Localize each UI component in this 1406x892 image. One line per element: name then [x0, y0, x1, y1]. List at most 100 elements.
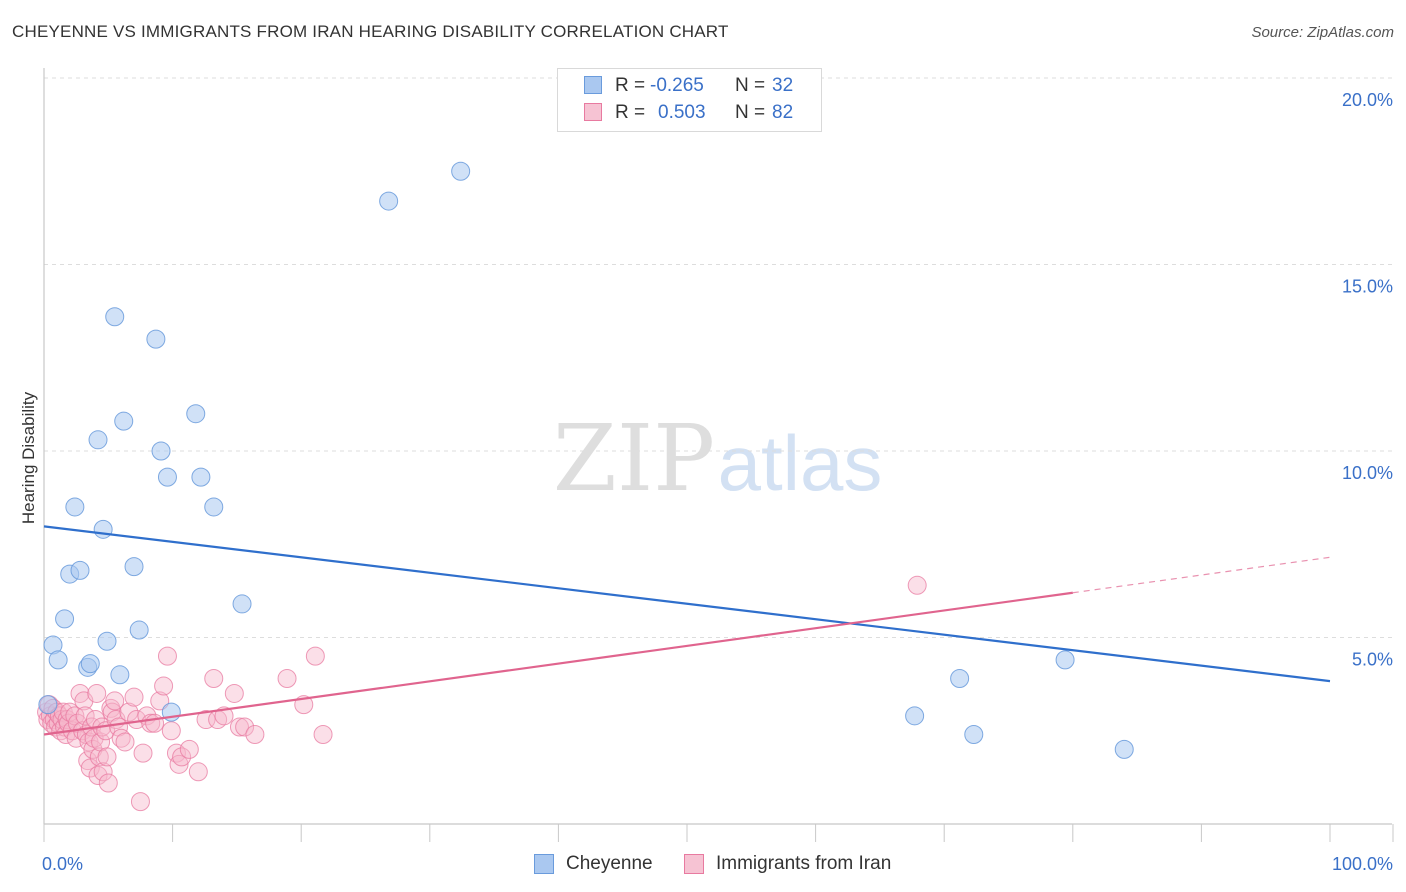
legend-r-value: 0.503: [658, 102, 706, 123]
point-iran: [313, 724, 333, 744]
legend-r-value: -0.265: [650, 75, 704, 96]
grid-lines: [44, 77, 1392, 638]
point-iran: [196, 710, 216, 730]
point-iran: [204, 669, 224, 689]
point-cheyenne: [38, 695, 58, 715]
point-iran: [60, 702, 80, 722]
legend-n-value: 82: [772, 102, 794, 123]
legend-n-label: N =: [735, 75, 766, 96]
legend-label-iran: Immigrants from Iran: [716, 853, 892, 874]
point-iran: [907, 575, 927, 595]
legend-swatch-pink: [584, 103, 602, 121]
point-iran: [84, 728, 104, 748]
y-tick-label: 20.0%: [1342, 90, 1393, 110]
point-cheyenne: [151, 441, 171, 461]
tick-labels: 5.0% 10.0% 15.0% 20.0% 0.0% 100.0%: [42, 90, 1393, 874]
point-cheyenne: [186, 404, 206, 424]
point-cheyenne: [204, 497, 224, 517]
trend-line-iran: [43, 591, 1073, 736]
point-cheyenne: [191, 467, 211, 487]
point-iran: [111, 728, 131, 748]
point-iran: [65, 706, 85, 726]
point-iran: [277, 669, 297, 689]
legend-n-label: N =: [735, 102, 766, 123]
point-cheyenne: [114, 411, 134, 431]
point-iran: [119, 702, 139, 722]
point-cheyenne: [1055, 650, 1075, 670]
point-cheyenne: [48, 650, 68, 670]
point-iran: [188, 762, 208, 782]
point-cheyenne: [905, 706, 925, 726]
point-iran: [98, 773, 118, 793]
point-cheyenne: [950, 669, 970, 689]
legend-swatch-iran: [684, 854, 704, 874]
point-iran: [169, 754, 189, 774]
point-cheyenne: [146, 329, 166, 349]
chart-title: CHEYENNE VS IMMIGRANTS FROM IRAN HEARING…: [12, 22, 729, 41]
point-cheyenne: [124, 557, 144, 577]
point-iran: [305, 646, 325, 666]
point-cheyenne: [93, 519, 113, 539]
point-cheyenne: [80, 654, 100, 674]
point-iran: [157, 646, 177, 666]
point-iran: [115, 732, 135, 752]
point-cheyenne: [70, 560, 90, 580]
point-cheyenne: [110, 665, 130, 685]
source-label: Source: ZipAtlas.com: [1251, 24, 1394, 41]
watermark: ZIP atlas: [553, 405, 882, 512]
point-iran: [224, 683, 244, 703]
legend-r-label: R =: [615, 75, 646, 96]
point-iran: [124, 687, 144, 707]
point-iran: [145, 713, 165, 733]
point-iran: [78, 751, 98, 771]
point-iran: [179, 739, 199, 759]
trend-lines: [43, 525, 1331, 736]
point-iran: [105, 691, 125, 711]
point-iran: [93, 762, 113, 782]
legend-swatch-cheyenne: [534, 854, 554, 874]
point-iran: [161, 721, 181, 741]
watermark-atlas: atlas: [718, 419, 883, 507]
x-tick-label: 0.0%: [42, 854, 83, 874]
watermark-zip: ZIP: [553, 405, 715, 512]
point-iran: [150, 691, 170, 711]
point-cheyenne: [97, 631, 117, 651]
point-iran: [75, 706, 95, 726]
point-cheyenne: [157, 467, 177, 487]
point-iran: [89, 747, 109, 767]
point-iran: [97, 747, 117, 767]
point-cheyenne: [451, 161, 471, 181]
point-cheyenne: [1114, 739, 1134, 759]
point-iran: [87, 683, 107, 703]
point-iran: [245, 724, 265, 744]
legend-label-cheyenne: Cheyenne: [566, 853, 653, 874]
legend-r-label: R =: [615, 102, 646, 123]
x-tick-label: 100.0%: [1332, 854, 1393, 874]
trend-line-cheyenne: [43, 525, 1331, 683]
point-iran: [133, 743, 153, 763]
y-tick-label: 10.0%: [1342, 463, 1393, 483]
point-cheyenne: [129, 620, 149, 640]
point-cheyenne: [55, 609, 75, 629]
point-iran: [229, 717, 249, 737]
point-cheyenne: [105, 307, 125, 327]
point-cheyenne: [65, 497, 85, 517]
point-cheyenne: [379, 191, 399, 211]
point-iran: [154, 676, 174, 696]
point-iran: [88, 766, 108, 786]
legend-swatch-blue: [584, 76, 602, 94]
point-cheyenne: [88, 430, 108, 450]
correlation-legend: R = -0.265 N = 32 R = 0.503 N = 82: [557, 68, 822, 132]
point-iran: [235, 717, 255, 737]
point-iran: [130, 792, 150, 812]
point-cheyenne: [964, 724, 984, 744]
y-axis-label: Hearing Disability: [19, 391, 38, 524]
point-iran: [172, 747, 192, 767]
legend-n-value: 32: [772, 75, 794, 96]
series-iran-points: [37, 575, 927, 812]
y-tick-label: 5.0%: [1352, 650, 1393, 670]
point-cheyenne: [232, 594, 252, 614]
trend-extension-iran: [1072, 556, 1331, 594]
point-iran: [166, 743, 186, 763]
